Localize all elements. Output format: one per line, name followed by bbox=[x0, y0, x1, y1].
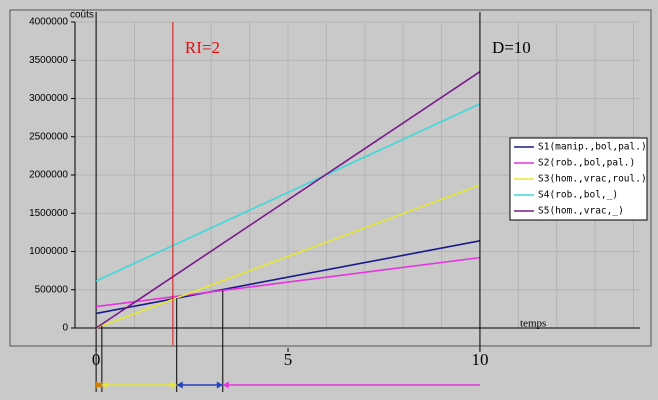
x-axis-label: temps bbox=[520, 318, 546, 330]
legend-label: S5(hom.,vrac,_) bbox=[538, 206, 624, 217]
y-tick-label: 1000000 bbox=[29, 246, 68, 257]
y-tick-label: 4000000 bbox=[29, 17, 68, 28]
series-line bbox=[95, 184, 481, 329]
annotation-label: RI=2 bbox=[185, 38, 220, 57]
annotation-label: D=10 bbox=[492, 38, 531, 57]
legend-label: S2(rob.,bol,pal.) bbox=[538, 158, 635, 169]
y-tick-label: 2500000 bbox=[29, 131, 68, 142]
y-axis-label: coûts bbox=[70, 10, 94, 21]
series-line bbox=[95, 240, 481, 315]
y-tick-label: 1500000 bbox=[29, 208, 68, 219]
y-tick-label: 0 bbox=[62, 323, 68, 334]
legend-label: S3(hom.,vrac,roul.) bbox=[538, 174, 647, 185]
legend-label: S1(manip.,bol,pal.) bbox=[538, 142, 647, 153]
arrow-head bbox=[222, 381, 229, 389]
y-tick-label: 3000000 bbox=[29, 93, 68, 104]
arrow-head bbox=[95, 381, 102, 389]
arrow-head bbox=[216, 381, 223, 389]
x-tick-label: 5 bbox=[284, 350, 293, 369]
x-tick-label: 10 bbox=[471, 350, 488, 369]
y-tick-label: 2000000 bbox=[29, 170, 68, 181]
arrow-head bbox=[170, 381, 177, 389]
series-line bbox=[96, 256, 481, 308]
series-line bbox=[95, 103, 481, 282]
arrow-head bbox=[101, 381, 108, 389]
y-tick-label: 3500000 bbox=[29, 55, 68, 66]
legend-label: S4(rob.,bol,_) bbox=[538, 190, 618, 201]
series-line bbox=[95, 71, 481, 329]
arrow-head bbox=[176, 381, 183, 389]
y-tick-label: 500000 bbox=[35, 284, 69, 295]
